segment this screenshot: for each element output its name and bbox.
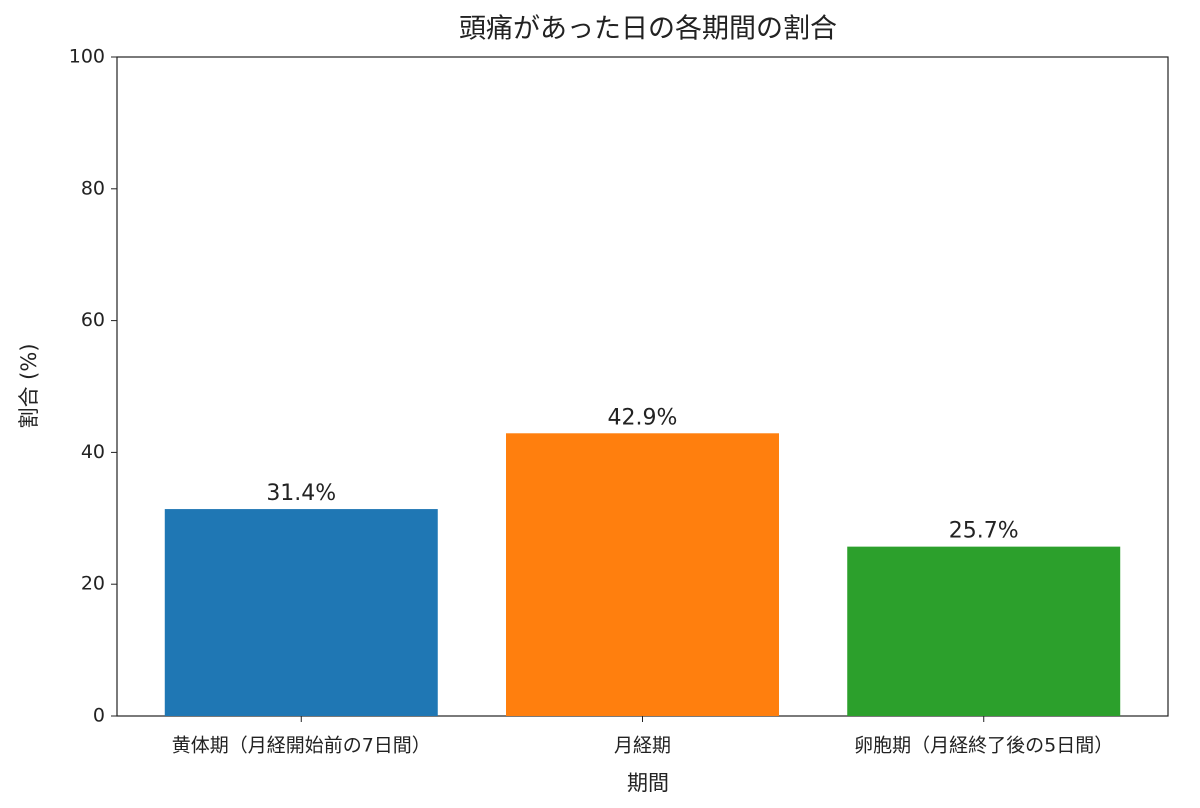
x-axis-label: 期間: [627, 771, 669, 795]
chart-title: 頭痛があった日の各期間の割合: [459, 14, 837, 45]
value-label: 42.9%: [608, 405, 678, 430]
value-label: 25.7%: [949, 519, 1019, 544]
y-tick-label: 40: [81, 441, 105, 463]
bar: [506, 433, 779, 716]
y-tick-label: 80: [81, 177, 105, 199]
y-tick-label: 0: [93, 705, 105, 727]
y-axis-label: 割合 (%): [17, 343, 41, 428]
y-tick-label: 20: [81, 573, 105, 595]
bar: [847, 546, 1121, 716]
x-tick-label: 黄体期（月経開始前の7日間）: [172, 735, 431, 757]
x-tick-label: 卵胞期（月経終了後の5日間）: [854, 735, 1113, 757]
x-tick-label: 月経期: [614, 735, 671, 757]
y-tick-label: 100: [69, 46, 105, 68]
y-tick-label: 60: [81, 309, 105, 331]
value-label: 31.4%: [266, 481, 336, 506]
bar: [164, 509, 438, 716]
